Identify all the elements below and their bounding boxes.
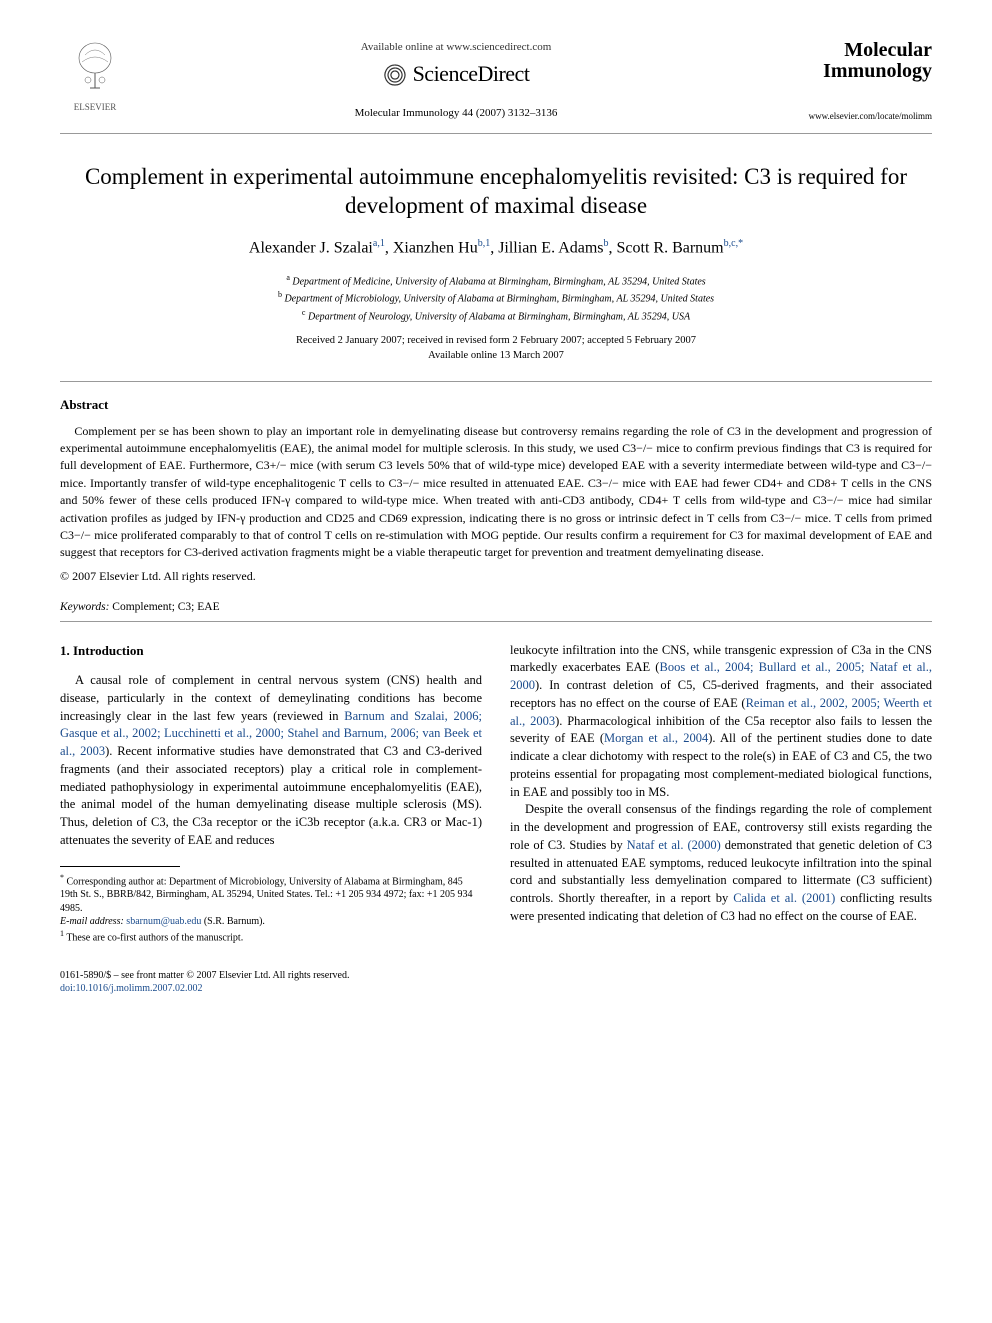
author-3: Jillian E. Adams — [498, 240, 603, 257]
sciencedirect-text: ScienceDirect — [413, 59, 530, 90]
journal-url: www.elsevier.com/locate/molimm — [782, 110, 932, 123]
dates-online: Available online 13 March 2007 — [60, 349, 932, 364]
affiliation-a: a Department of Medicine, University of … — [60, 272, 932, 289]
journal-title: Molecular Immunology — [782, 40, 932, 82]
affiliation-c: c Department of Neurology, University of… — [60, 307, 932, 324]
affiliation-b: b Department of Microbiology, University… — [60, 289, 932, 306]
citation-calida[interactable]: Calida et al. (2001) — [733, 891, 835, 905]
divider-after-keywords — [60, 621, 932, 622]
authors-line: Alexander J. Szalaia,1, Xianzhen Hub,1, … — [60, 237, 932, 260]
footnote-corresponding: * Corresponding author at: Department of… — [60, 873, 482, 916]
sciencedirect-swirl-icon — [383, 63, 407, 87]
sciencedirect-logo: ScienceDirect — [383, 59, 530, 90]
column-right: leukocyte infiltration into the CNS, whi… — [510, 642, 932, 945]
available-online-text: Available online at www.sciencedirect.co… — [130, 40, 782, 55]
elsevier-tree-icon — [70, 40, 120, 95]
author-4: Scott R. Barnum — [617, 240, 724, 257]
bottom-metadata: 0161-5890/$ – see front matter © 2007 El… — [60, 969, 932, 996]
dates-received: Received 2 January 2007; received in rev… — [60, 334, 932, 349]
publisher-logo: ELSEVIER — [60, 40, 130, 113]
journal-header: ELSEVIER Available online at www.science… — [60, 40, 932, 134]
footnote-shared: 1 These are co-first authors of the manu… — [60, 929, 482, 945]
article-title: Complement in experimental autoimmune en… — [60, 162, 932, 222]
intro-para-1-cont: leukocyte infiltration into the CNS, whi… — [510, 642, 932, 802]
author-1: Alexander J. Szalai — [249, 240, 373, 257]
column-left: 1. Introduction A causal role of complem… — [60, 642, 482, 945]
email-link[interactable]: sbarnum@uab.edu — [126, 916, 201, 927]
journal-logo-block: Molecular Immunology www.elsevier.com/lo… — [782, 40, 932, 123]
intro-para-2: Despite the overall consensus of the fin… — [510, 801, 932, 925]
abstract-text: Complement per se has been shown to play… — [60, 423, 932, 562]
article-dates: Received 2 January 2007; received in rev… — [60, 334, 932, 363]
journal-reference: Molecular Immunology 44 (2007) 3132–3136 — [130, 106, 782, 121]
publisher-name: ELSEVIER — [60, 101, 130, 114]
keywords-line: Keywords: Complement; C3; EAE — [60, 599, 932, 615]
citation-nataf[interactable]: Nataf et al. (2000) — [627, 838, 721, 852]
footnote-email: E-mail address: sbarnum@uab.edu (S.R. Ba… — [60, 915, 482, 929]
intro-heading: 1. Introduction — [60, 642, 482, 660]
divider-before-abstract — [60, 381, 932, 382]
citation-group-4[interactable]: Morgan et al., 2004 — [604, 731, 708, 745]
abstract-copyright: © 2007 Elsevier Ltd. All rights reserved… — [60, 568, 932, 585]
keywords-text: Complement; C3; EAE — [112, 601, 219, 613]
intro-para-1: A causal role of complement in central n… — [60, 672, 482, 850]
footnote-separator — [60, 866, 180, 867]
body-columns: 1. Introduction A causal role of complem… — [60, 642, 932, 945]
keywords-label: Keywords: — [60, 601, 109, 613]
front-matter-line: 0161-5890/$ – see front matter © 2007 El… — [60, 969, 932, 983]
abstract-heading: Abstract — [60, 396, 932, 414]
header-center: Available online at www.sciencedirect.co… — [130, 40, 782, 122]
doi-link[interactable]: doi:10.1016/j.molimm.2007.02.002 — [60, 982, 932, 996]
author-2: Xianzhen Hu — [393, 240, 478, 257]
affiliations: a Department of Medicine, University of … — [60, 272, 932, 324]
